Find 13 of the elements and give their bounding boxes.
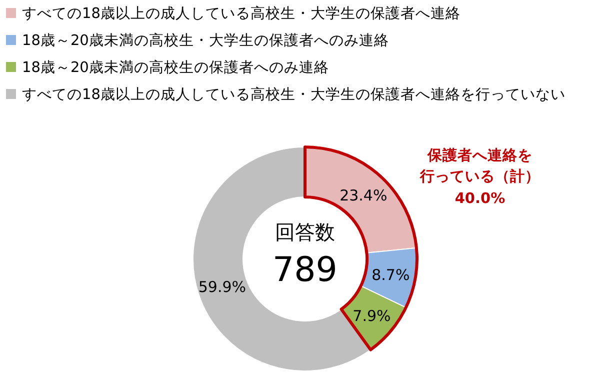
text: 789: [272, 250, 338, 290]
data-label: 8.7%: [372, 266, 410, 284]
legend-label: すべての18歳以上の成人している高校生・大学生の保護者へ連絡: [22, 5, 460, 22]
data-label: 59.9%: [198, 278, 246, 296]
text: 行っている（計）: [419, 168, 540, 185]
legend-label: 18歳～20歳未満の高校生・大学生の保護者へのみ連絡: [22, 32, 389, 49]
legend-label: 18歳～20歳未満の高校生の保護者へのみ連絡: [22, 59, 329, 76]
data-label: 23.4%: [340, 186, 388, 205]
legend-label: すべての18歳以上の成人している高校生・大学生の保護者へ連絡を行っていない: [22, 86, 566, 103]
text: 40.0%: [454, 191, 506, 207]
text: 回答数: [275, 220, 335, 244]
data-label: 7.9%: [352, 306, 391, 325]
text: 保護者へ連絡を: [426, 147, 532, 164]
